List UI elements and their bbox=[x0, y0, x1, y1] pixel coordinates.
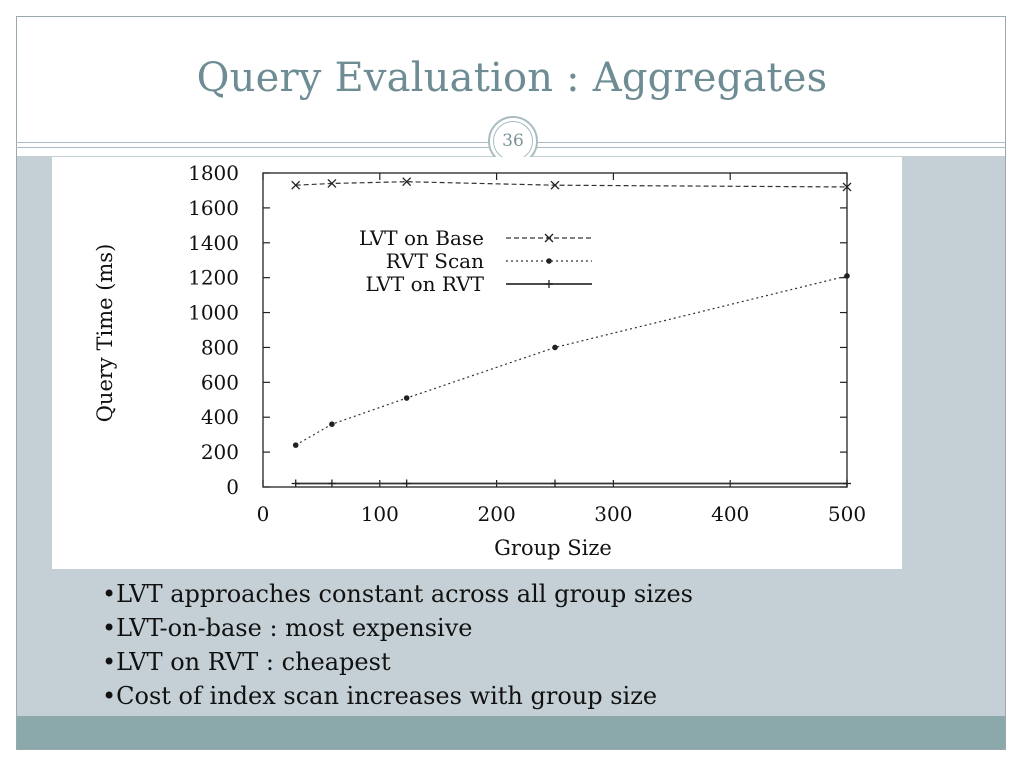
bullet-item: •LVT on RVT : cheapest bbox=[102, 648, 391, 676]
data-point-dot bbox=[292, 442, 299, 448]
x-tick-label: 100 bbox=[361, 502, 399, 526]
y-tick-label: 200 bbox=[201, 440, 239, 464]
y-tick-label: 1000 bbox=[188, 301, 239, 325]
y-tick-label: 1200 bbox=[188, 266, 239, 290]
series-line-1 bbox=[295, 275, 848, 446]
data-point-x bbox=[402, 177, 412, 187]
x-tick-label: 500 bbox=[828, 502, 866, 526]
data-point-x bbox=[544, 233, 554, 243]
data-point-x bbox=[327, 179, 337, 188]
legend-label: LVT on Base bbox=[359, 226, 484, 250]
data-point-x bbox=[291, 180, 301, 190]
data-point-plus bbox=[843, 479, 851, 488]
y-tick-label: 1400 bbox=[188, 231, 239, 255]
data-point-dot bbox=[329, 421, 335, 428]
page-number: 36 bbox=[493, 121, 533, 161]
x-axis-label: Group Size bbox=[494, 536, 612, 560]
chart-image: 0 200 400 600 800 1000 1200 1400 1600 1800 0 100 200… bbox=[52, 157, 902, 569]
data-point-plus bbox=[551, 479, 559, 488]
y-tick-label: 1600 bbox=[188, 196, 239, 220]
y-tick-label: 600 bbox=[201, 370, 239, 394]
data-point-plus bbox=[545, 280, 553, 288]
data-point-plus bbox=[402, 479, 411, 488]
data-point-x bbox=[842, 182, 852, 192]
bullet-item: •Cost of index scan increases with group… bbox=[102, 682, 658, 710]
data-point-plus bbox=[327, 479, 336, 488]
query-time-chart: 0 200 400 600 800 1000 1200 1400 1600 1800 0 100 200… bbox=[93, 161, 866, 560]
x-tick-label: 300 bbox=[594, 502, 632, 526]
data-point-dot bbox=[403, 395, 410, 401]
bullet-item: •LVT-on-base : most expensive bbox=[102, 614, 473, 642]
bullet-list: •LVT approaches constant across all grou… bbox=[102, 577, 693, 713]
data-point-x bbox=[550, 180, 560, 190]
y-tick-label: 400 bbox=[201, 405, 239, 429]
series-line-0 bbox=[295, 181, 848, 188]
bullet-item: •LVT approaches constant across all grou… bbox=[102, 580, 693, 608]
data-point-plus bbox=[291, 479, 300, 488]
data-point-dot bbox=[546, 258, 552, 264]
x-tick-label: 0 bbox=[257, 502, 270, 526]
y-tick-label: 1800 bbox=[188, 161, 239, 185]
plot-frame bbox=[262, 172, 848, 488]
data-point-dot bbox=[552, 344, 558, 351]
slide-title: Query Evaluation : Aggregates bbox=[196, 55, 828, 101]
data-point-dot bbox=[844, 273, 850, 279]
y-tick-label: 0 bbox=[226, 475, 239, 499]
y-tick-label: 800 bbox=[201, 335, 239, 359]
y-axis-label: Query Time (ms) bbox=[93, 244, 117, 423]
legend-label: LVT on RVT bbox=[366, 272, 485, 296]
legend-label: RVT Scan bbox=[386, 249, 484, 273]
x-tick-label: 400 bbox=[711, 502, 749, 526]
x-tick-label: 200 bbox=[478, 502, 516, 526]
footer-bar bbox=[17, 716, 1005, 749]
